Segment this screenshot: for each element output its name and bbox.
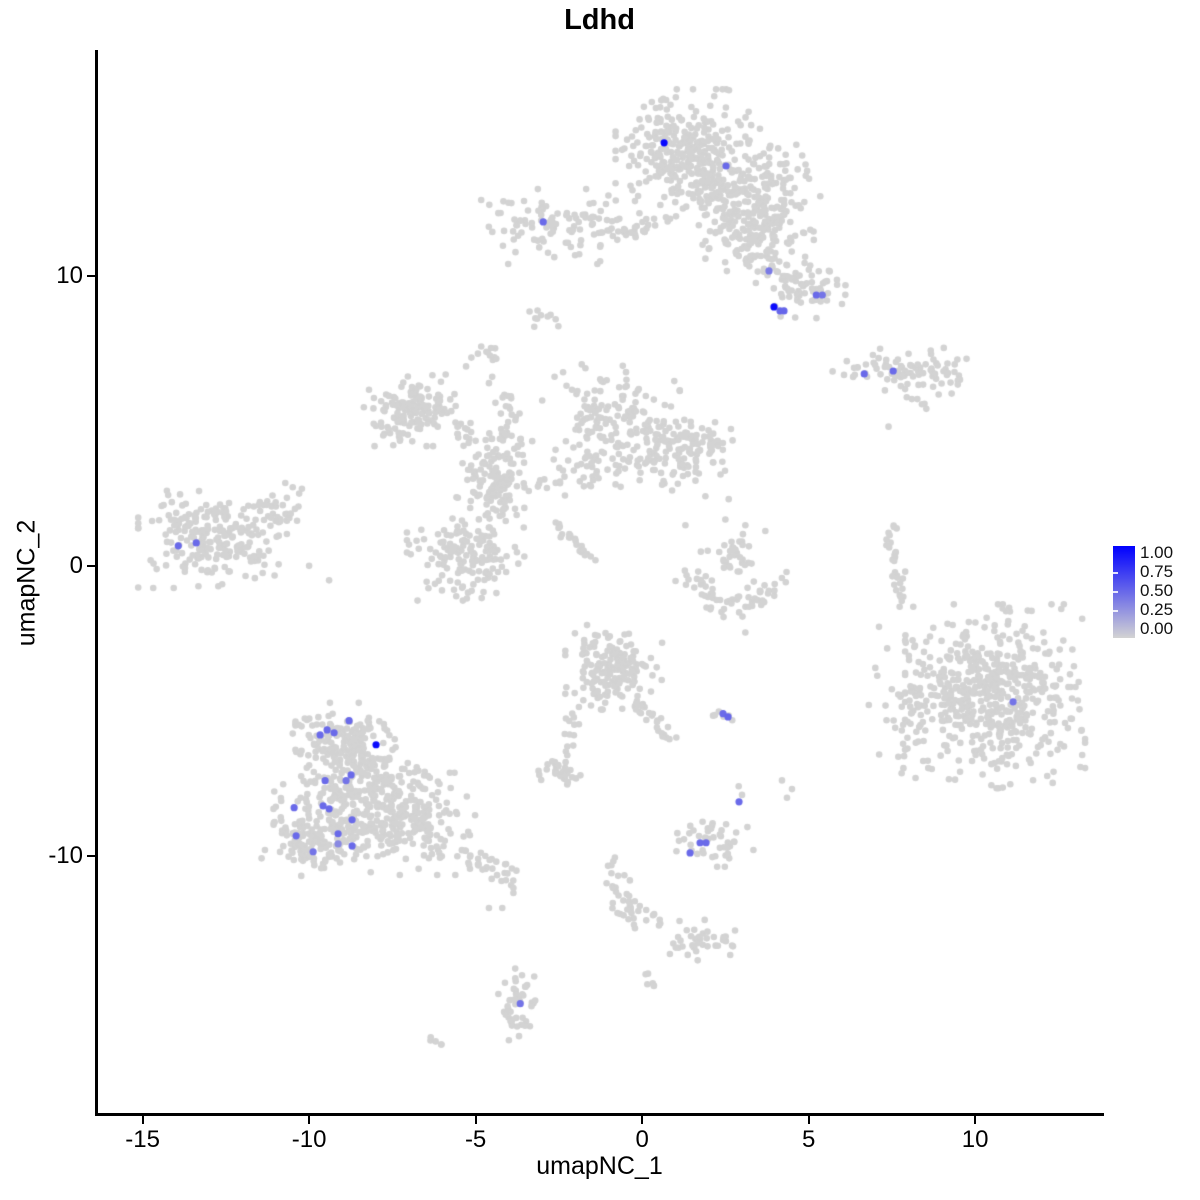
colorbar-labels: 1.00 0.75 0.50 0.25 0.00 [1140,543,1173,638]
y-tick-label: 10 [56,261,83,289]
y-tick-mark [87,274,95,277]
colorbar-tick [1113,610,1118,612]
x-tick-mark [308,1116,311,1124]
colorbar-label: 0.25 [1140,600,1174,619]
colorbar-label: 1.00 [1140,543,1174,562]
y-tick-label: -10 [48,841,83,869]
x-tick-label: 10 [961,1126,989,1153]
colorbar-label: 0.50 [1140,581,1174,600]
x-tick-label: -5 [464,1126,487,1153]
colorbar-label: 0.00 [1140,619,1174,638]
x-axis-title: umapNC_1 [536,1152,663,1180]
x-tick-mark [807,1116,810,1124]
umap-scatter-canvas [98,50,1104,1113]
x-tick-label: 0 [635,1126,649,1153]
y-tick-mark [87,564,95,567]
plot-panel [95,50,1104,1116]
x-tick-label: -10 [291,1126,327,1153]
colorbar-gradient [1113,546,1135,638]
plot-title: Ldhd [564,4,635,36]
x-tick-mark [641,1116,644,1124]
x-tick-mark [141,1116,144,1124]
x-tick-label: -15 [125,1126,160,1153]
y-axis-title: umapNC_2 [12,519,41,647]
colorbar-tick [1113,591,1118,593]
x-tick-mark [974,1116,977,1124]
y-tick-mark [87,854,95,857]
y-tick-label: 0 [69,551,83,579]
colorbar-label: 0.75 [1140,562,1174,581]
colorbar-tick [1113,572,1118,574]
x-tick-label: 5 [801,1126,816,1153]
x-tick-mark [474,1116,477,1124]
